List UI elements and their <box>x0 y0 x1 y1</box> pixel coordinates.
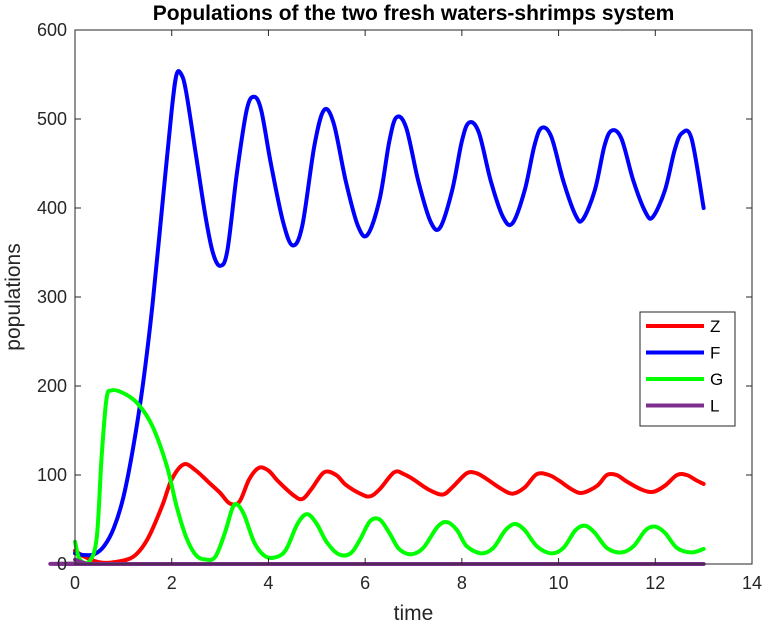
y-tick-label: 300 <box>37 287 67 307</box>
legend-label-g: G <box>710 370 723 389</box>
series-line-z <box>73 462 706 565</box>
y-tick-label: 400 <box>37 198 67 218</box>
x-tick-label: 14 <box>742 573 762 593</box>
y-axis-label: populations <box>2 243 25 350</box>
series-line-f <box>73 69 706 558</box>
plot-area <box>75 30 752 564</box>
series-line-g <box>73 388 706 566</box>
x-tick-label: 6 <box>360 573 370 593</box>
x-tick-label: 0 <box>70 573 80 593</box>
x-tick-label: 8 <box>457 573 467 593</box>
x-tick-label: 10 <box>549 573 569 593</box>
y-tick-label: 100 <box>37 465 67 485</box>
x-tick-label: 4 <box>263 573 273 593</box>
y-tick-label: 200 <box>37 376 67 396</box>
ticks-layer: 0 2 4 6 8 10 12 14 0 100 200 300 400 500 600 <box>37 20 762 593</box>
legend-label-f: F <box>710 344 720 363</box>
y-tick-label: 600 <box>37 20 67 40</box>
y-tick-label: 500 <box>37 109 67 129</box>
legend-label-l: L <box>710 397 719 416</box>
legend-box <box>639 311 736 427</box>
chart-title: Populations of the two fresh waters-shri… <box>153 2 675 25</box>
legend-label-z: Z <box>710 317 720 336</box>
x-axis-label: time <box>394 602 434 625</box>
y-tick-label: 0 <box>57 554 67 574</box>
x-tick-label: 2 <box>167 573 177 593</box>
x-tick-label: 12 <box>645 573 665 593</box>
